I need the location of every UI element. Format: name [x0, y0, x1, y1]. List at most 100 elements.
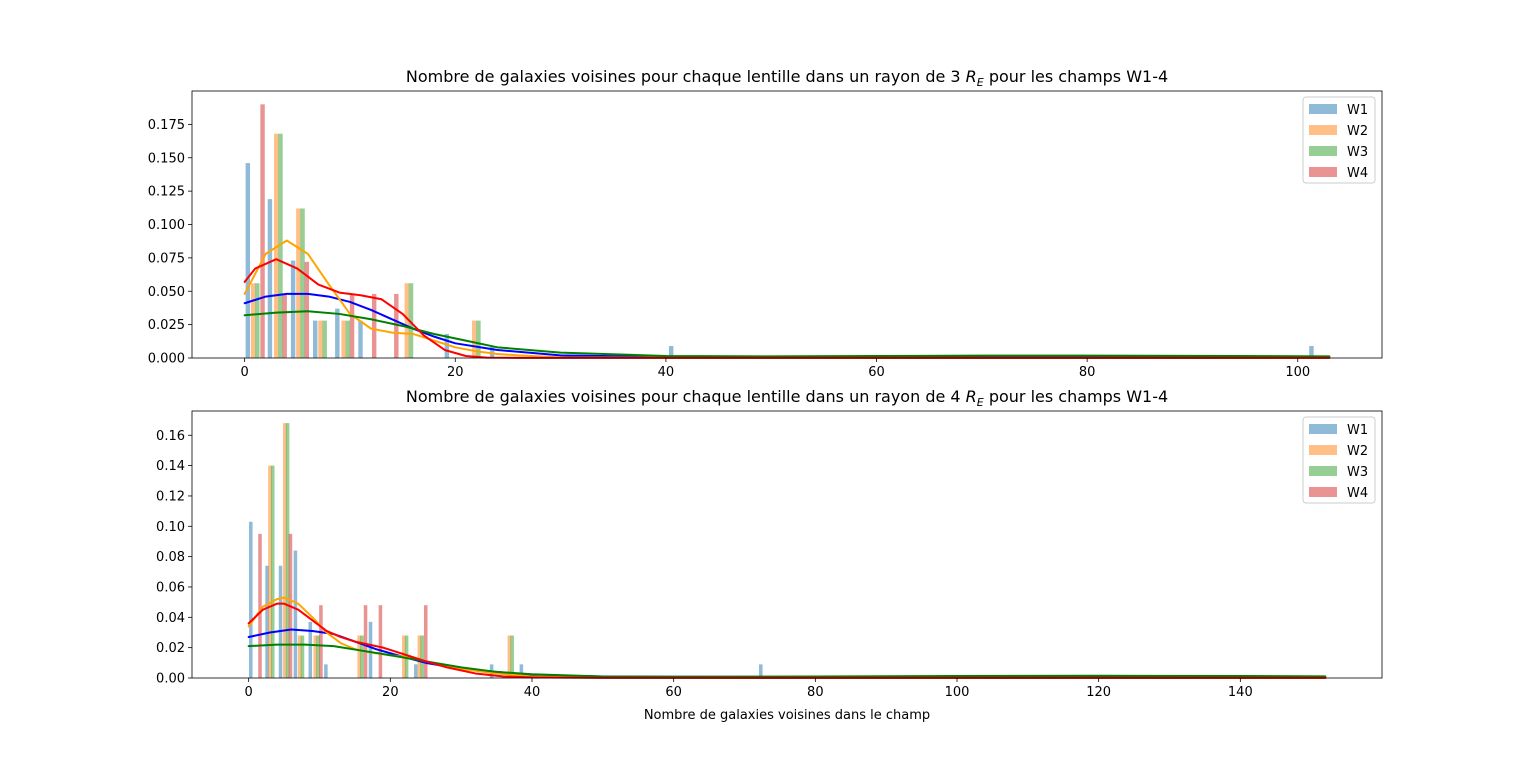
bottom-bar-w4-3 — [363, 605, 368, 678]
top-title-math: R — [966, 67, 977, 86]
bottom-ytick-label: 0.14 — [156, 459, 185, 474]
top-legend-label-w4: W4 — [1347, 166, 1368, 181]
top-ytick-label: 0.100 — [148, 218, 185, 233]
bottom-legend-swatch-w3 — [1309, 466, 1337, 476]
bottom-bar-w1-6 — [368, 621, 373, 678]
bottom-bar-w4-5 — [423, 605, 428, 678]
bottom-legend-label-w1: W1 — [1347, 423, 1368, 438]
top-bar-w3-2 — [300, 208, 305, 358]
bottom-title-subscript: E — [977, 396, 984, 409]
bottom-ytick-label: 0.04 — [156, 611, 185, 626]
bottom-bar-w3-4 — [360, 635, 364, 678]
bottom-bar-w3-7 — [510, 635, 514, 678]
bottom-xtick-label: 40 — [524, 685, 541, 700]
bottom-bar-w4-4 — [378, 605, 383, 678]
top-xtick-label: 20 — [447, 365, 464, 380]
bottom-bar-w1-9 — [519, 664, 524, 678]
top-bar-w2-0 — [250, 283, 256, 358]
bottom-bar-w4-2 — [319, 605, 323, 678]
top-bar-w3-0 — [255, 283, 260, 358]
bottom-bar-w1-1 — [265, 565, 269, 678]
top-bar-w1-7 — [489, 345, 495, 358]
bottom-title-suffix: pour les champs W1-4 — [984, 387, 1168, 406]
top-ytick-label: 0.175 — [148, 118, 185, 133]
bottom-ytick-label: 0.16 — [156, 429, 185, 444]
top-legend-swatch-w3 — [1309, 146, 1337, 156]
top-ytick-label: 0.000 — [148, 352, 185, 367]
top-legend-label-w2: W2 — [1347, 124, 1368, 139]
bottom-legend-swatch-w4 — [1309, 487, 1337, 497]
bottom-axes-frame — [191, 410, 1383, 679]
top-ytick-label: 0.150 — [148, 151, 185, 166]
bottom-bar-w3-2 — [300, 635, 305, 678]
top-bar-w1-6 — [444, 333, 450, 358]
bottom-bar-w3-3 — [316, 635, 320, 678]
bottom-bar-w1-4 — [308, 621, 313, 678]
top-bar-w1-4 — [335, 308, 340, 358]
top-chart-title: Nombre de galaxies voisines pour chaque … — [406, 67, 1168, 89]
bottom-bar-w2-6 — [417, 635, 422, 678]
top-bar-w3-4 — [345, 320, 351, 358]
top-bar-w4-1 — [282, 293, 287, 358]
top-bar-w2-1 — [274, 133, 279, 358]
bottom-ytick-label: 0.06 — [156, 580, 185, 595]
bottom-bar-w1-2 — [278, 565, 283, 678]
bottom-bar-w2-0 — [268, 465, 272, 678]
bottom-xtick-label: 0 — [245, 685, 253, 700]
bottom-xtick-label: 140 — [1228, 685, 1253, 700]
top-bar-w2-3 — [318, 320, 323, 358]
top-bar-w1-0 — [245, 163, 251, 358]
bottom-xtick-label: 20 — [382, 685, 399, 700]
bottom-xtick-label: 80 — [807, 685, 824, 700]
top-bar-w3-3 — [322, 320, 327, 358]
top-bar-w4-2 — [304, 261, 309, 358]
bottom-bar-w3-1 — [285, 423, 290, 678]
top-legend-swatch-w1 — [1309, 104, 1337, 114]
top-title-suffix: pour les champs W1-4 — [984, 67, 1168, 86]
chart-top-3re: 0 20 40 60 80 100 0.000 0.025 0.050 0.075 0.100 0.1… — [148, 67, 1383, 380]
top-bar-w1-1 — [267, 199, 273, 358]
top-title-subscript: E — [977, 76, 984, 89]
top-bar-w1-9 — [1309, 345, 1314, 358]
top-xtick-label: 80 — [1079, 365, 1096, 380]
top-bar-w2-4 — [341, 320, 346, 358]
bottom-legend-label-w4: W4 — [1347, 486, 1368, 501]
top-bar-w4-5 — [394, 293, 399, 358]
top-xtick-label: 60 — [868, 365, 885, 380]
bottom-xtick-label: 60 — [665, 685, 682, 700]
bottom-ytick-label: 0.12 — [156, 489, 185, 504]
top-legend-box — [1302, 96, 1376, 184]
top-bar-w3-5 — [408, 283, 414, 358]
top-legend-label-w3: W3 — [1347, 145, 1368, 160]
top-legend-swatch-w4 — [1309, 167, 1337, 177]
top-bar-w1-8 — [668, 345, 674, 358]
bottom-bar-w3-0 — [270, 465, 275, 678]
top-ytick-label: 0.125 — [148, 185, 185, 200]
top-ytick-label: 0.025 — [148, 318, 185, 333]
top-xtick-label: 0 — [241, 365, 249, 380]
bottom-ytick-label: 0.08 — [156, 550, 185, 565]
top-bar-w4-3 — [349, 293, 355, 358]
bottom-title-prefix: Nombre de galaxies voisines pour chaque … — [406, 387, 966, 406]
bottom-legend: W1 W2 W3 W4 — [1302, 416, 1376, 504]
top-bar-w2-5 — [404, 283, 410, 358]
top-ytick-label: 0.075 — [148, 251, 185, 266]
top-bar-w1-2 — [290, 260, 296, 358]
bottom-legend-swatch-w1 — [1309, 424, 1337, 434]
bottom-xtick-label: 120 — [1086, 685, 1111, 700]
bottom-legend-label-w3: W3 — [1347, 465, 1368, 480]
top-kde-line-w3 — [243, 310, 1331, 358]
bottom-legend-box — [1302, 416, 1376, 504]
top-bar-w1-3 — [313, 320, 318, 358]
bottom-kde-line-w3 — [247, 643, 1327, 678]
top-bar-w3-6 — [476, 320, 481, 358]
bottom-chart-title: Nombre de galaxies voisines pour chaque … — [406, 387, 1168, 409]
top-bar-w3-1 — [278, 133, 283, 358]
bottom-title-math: R — [966, 387, 977, 406]
top-bar-w4-4 — [371, 293, 377, 358]
top-bar-w4-0 — [260, 104, 265, 358]
top-bar-w1-5 — [358, 320, 363, 358]
bottom-xtick-label: 100 — [945, 685, 970, 700]
